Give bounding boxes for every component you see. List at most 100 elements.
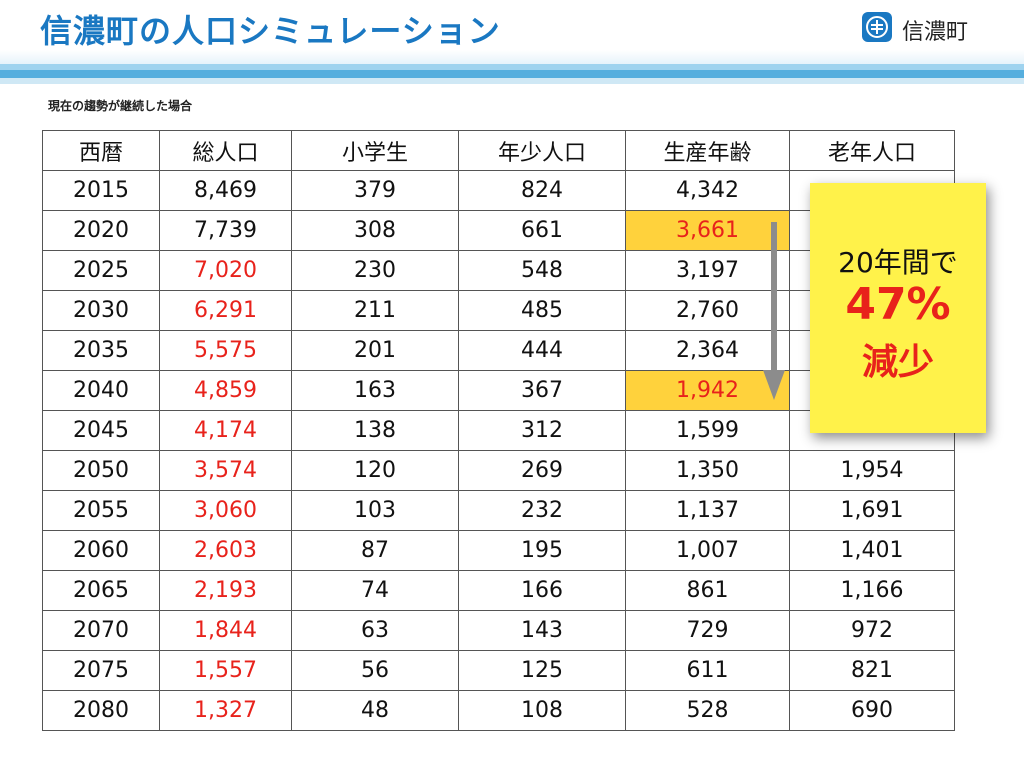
table-cell: 1,401 (789, 530, 955, 571)
table-cell: 1,166 (789, 570, 955, 611)
table-cell: 2060 (42, 530, 160, 571)
table-cell: 1,557 (159, 650, 292, 691)
table-cell: 120 (291, 450, 459, 491)
table-cell: 2040 (42, 370, 160, 411)
table-cell: 2035 (42, 330, 160, 371)
table-cell: 4,342 (625, 170, 790, 211)
table-cell: 1,691 (789, 490, 955, 531)
table-cell: 125 (458, 650, 626, 691)
arrow-down-icon (763, 222, 785, 400)
town-emblem-icon (862, 12, 892, 42)
table-cell: 2045 (42, 410, 160, 451)
table-cell: 2070 (42, 610, 160, 651)
table-cell: 3,661 (625, 210, 790, 251)
table-cell: 821 (789, 650, 955, 691)
table-row: 2055 3,060 103 232 1,137 1,691 (42, 490, 955, 531)
table-cell: 690 (789, 690, 955, 731)
table-cell: 201 (291, 330, 459, 371)
table-row: 2075 1,557 56 125 611 821 (42, 650, 955, 691)
column-header: 小学生 (291, 130, 459, 171)
table-cell: 5,575 (159, 330, 292, 371)
table-cell: 4,174 (159, 410, 292, 451)
table-cell: 74 (291, 570, 459, 611)
table-cell: 379 (291, 170, 459, 211)
table-cell: 6,291 (159, 290, 292, 331)
table-cell: 7,739 (159, 210, 292, 251)
table-cell: 661 (458, 210, 626, 251)
column-header: 生産年齢 (625, 130, 790, 171)
table-cell: 1,327 (159, 690, 292, 731)
table-cell: 1,599 (625, 410, 790, 451)
column-header: 総人口 (159, 130, 292, 171)
column-header: 年少人口 (458, 130, 626, 171)
table-cell: 2080 (42, 690, 160, 731)
table-cell: 824 (458, 170, 626, 211)
table-cell: 1,350 (625, 450, 790, 491)
table-cell: 1,844 (159, 610, 292, 651)
table-cell: 312 (458, 410, 626, 451)
table-cell: 48 (291, 690, 459, 731)
table-cell: 2050 (42, 450, 160, 491)
table-cell: 211 (291, 290, 459, 331)
table-cell: 1,007 (625, 530, 790, 571)
header-band (0, 78, 1024, 84)
table-cell: 7,020 (159, 250, 292, 291)
table-cell: 972 (789, 610, 955, 651)
table-row: 2080 1,327 48 108 528 690 (42, 690, 955, 731)
table-cell: 138 (291, 410, 459, 451)
table-cell: 308 (291, 210, 459, 251)
table-cell: 3,197 (625, 250, 790, 291)
table-cell: 2065 (42, 570, 160, 611)
table-cell: 367 (458, 370, 626, 411)
table-cell: 269 (458, 450, 626, 491)
table-cell: 2,603 (159, 530, 292, 571)
table-cell: 230 (291, 250, 459, 291)
table-cell: 611 (625, 650, 790, 691)
table-row: 2050 3,574 120 269 1,350 1,954 (42, 450, 955, 491)
table-cell: 108 (458, 690, 626, 731)
table-cell: 2025 (42, 250, 160, 291)
table-cell: 528 (625, 690, 790, 731)
column-header: 老年人口 (789, 130, 955, 171)
callout-percent: 47% (845, 279, 951, 330)
table-cell: 163 (291, 370, 459, 411)
table-cell: 4,859 (159, 370, 292, 411)
table-row: 2065 2,193 74 166 861 1,166 (42, 570, 955, 611)
table-cell: 8,469 (159, 170, 292, 211)
table-row: 2015 8,469 379 824 4,342 (42, 170, 955, 211)
table-cell: 2015 (42, 170, 160, 211)
table-cell: 3,060 (159, 490, 292, 531)
table-row: 2060 2,603 87 195 1,007 1,401 (42, 530, 955, 571)
callout-label: 減少 (861, 342, 934, 383)
table-header-row: 西暦 総人口 小学生 年少人口 生産年齢 老年人口 (42, 130, 955, 171)
table-row: 2070 1,844 63 143 729 972 (42, 610, 955, 651)
table-cell: 3,574 (159, 450, 292, 491)
page-title: 信濃町の人口シミュレーション (40, 12, 501, 50)
logo-text: 信濃町 (902, 20, 969, 45)
table-cell: 143 (458, 610, 626, 651)
header-band (0, 50, 1024, 64)
table-cell: 861 (625, 570, 790, 611)
column-header: 西暦 (42, 130, 160, 171)
header-band (0, 70, 1024, 78)
table-cell: 2020 (42, 210, 160, 251)
table-cell: 1,137 (625, 490, 790, 531)
table-cell: 195 (458, 530, 626, 571)
callout-note: 20年間で 47% 減少 (810, 183, 986, 433)
table-cell: 2075 (42, 650, 160, 691)
table-cell: 103 (291, 490, 459, 531)
table-cell: 1,942 (625, 370, 790, 411)
table-row: 2040 4,859 163 367 1,942 (42, 370, 955, 411)
table-cell: 548 (458, 250, 626, 291)
table-cell: 166 (458, 570, 626, 611)
table-cell: 232 (458, 490, 626, 531)
table-cell: 56 (291, 650, 459, 691)
table-cell: 485 (458, 290, 626, 331)
table-cell: 2055 (42, 490, 160, 531)
table-cell: 63 (291, 610, 459, 651)
table-cell: 2030 (42, 290, 160, 331)
callout-period: 20年間で (838, 246, 958, 279)
table-cell: 1,954 (789, 450, 955, 491)
table-cell: 87 (291, 530, 459, 571)
subtitle: 現在の趨勢が継続した場合 (48, 99, 193, 113)
